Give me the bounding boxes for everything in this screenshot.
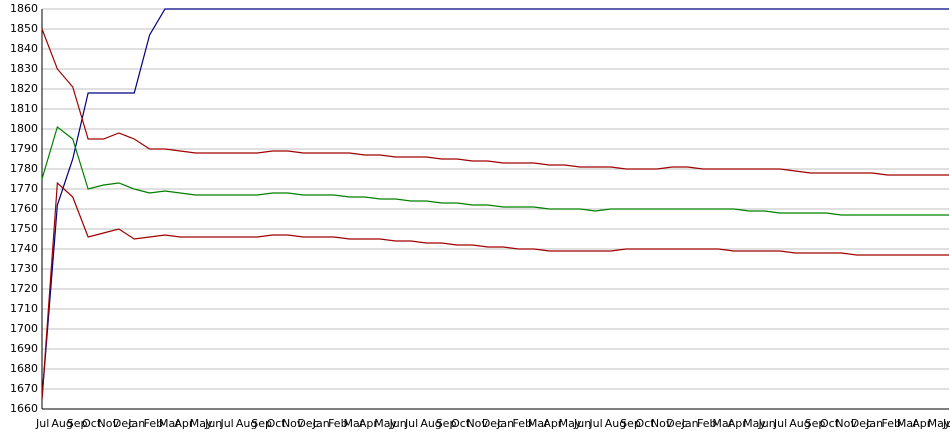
x-tick-label: Sep xyxy=(251,417,272,430)
x-tick-label: Dec xyxy=(482,417,503,430)
x-tick-label: Aug xyxy=(789,417,810,430)
y-tick-label: 1820 xyxy=(10,82,38,95)
x-tick-label: Oct xyxy=(451,417,471,430)
x-tick-label: Dec xyxy=(113,417,134,430)
x-tick-label: Dec xyxy=(851,417,872,430)
x-tick-label: Feb xyxy=(328,417,347,430)
x-tick-label: Apr xyxy=(543,417,563,430)
x-tick-label: Apr xyxy=(728,417,748,430)
y-tick-label: 1840 xyxy=(10,42,38,55)
x-tick-label: Sep xyxy=(620,417,641,430)
x-tick-label: Jun xyxy=(389,417,407,430)
x-tick-label: Apr xyxy=(359,417,379,430)
x-tick-label: Jul xyxy=(588,417,602,430)
x-tick-label: May xyxy=(374,417,397,430)
y-tick-label: 1860 xyxy=(10,2,38,15)
x-tick-label: Mar xyxy=(712,417,733,430)
x-tick-label: Nov xyxy=(466,417,488,430)
y-tick-label: 1720 xyxy=(10,282,38,295)
x-tick-label: Jul xyxy=(219,417,233,430)
x-tick-label: Aug xyxy=(605,417,626,430)
x-tick-label: Dec xyxy=(666,417,687,430)
x-tick-label: Jul xyxy=(35,417,49,430)
x-tick-label: Jun xyxy=(573,417,591,430)
x-tick-label: Nov xyxy=(835,417,857,430)
x-tick-label: Jul xyxy=(773,417,787,430)
x-tick-label: Oct xyxy=(636,417,656,430)
y-tick-label: 1660 xyxy=(10,402,38,415)
y-tick-label: 1800 xyxy=(10,122,38,135)
y-tick-label: 1760 xyxy=(10,202,38,215)
y-tick-label: 1850 xyxy=(10,22,38,35)
x-tick-label: Mar xyxy=(159,417,180,430)
x-tick-label: Aug xyxy=(51,417,72,430)
x-tick-label: Jan xyxy=(496,417,514,430)
x-tick-label: Jun xyxy=(758,417,776,430)
y-tick-label: 1710 xyxy=(10,302,38,315)
x-tick-label: Apr xyxy=(912,417,932,430)
x-tick-label: Nov xyxy=(97,417,119,430)
series-line xyxy=(41,8,949,400)
x-tick-label: Feb xyxy=(513,417,532,430)
y-tick-label: 1750 xyxy=(10,222,38,235)
x-tick-label: Jul xyxy=(404,417,418,430)
y-tick-label: 1670 xyxy=(10,382,38,395)
series-line xyxy=(41,125,949,216)
x-tick-label: Sep xyxy=(436,417,457,430)
y-tick-label: 1700 xyxy=(10,322,38,335)
x-tick-label: Nov xyxy=(651,417,673,430)
x-tick-label: Aug xyxy=(236,417,257,430)
x-tick-label: Jan xyxy=(127,417,145,430)
y-tick-label: 1680 xyxy=(10,362,38,375)
x-tick-label: Jan xyxy=(312,417,330,430)
x-tick-label: May xyxy=(190,417,213,430)
x-tick-label: Feb xyxy=(882,417,901,430)
x-tick-label: Sep xyxy=(67,417,88,430)
x-tick-label: May xyxy=(559,417,582,430)
y-tick-label: 1730 xyxy=(10,262,38,275)
x-tick-label: Nov xyxy=(282,417,304,430)
x-tick-label: May xyxy=(743,417,766,430)
x-tick-label: Feb xyxy=(144,417,163,430)
x-tick-label: May xyxy=(928,417,950,430)
x-tick-label: Oct xyxy=(820,417,840,430)
y-tick-label: 1780 xyxy=(10,162,38,175)
y-tick-label: 1790 xyxy=(10,142,38,155)
x-tick-label: Mar xyxy=(528,417,549,430)
series-line xyxy=(41,181,949,400)
x-tick-label: Jun xyxy=(204,417,222,430)
x-tick-label: Sep xyxy=(805,417,826,430)
x-tick-label: Jan xyxy=(865,417,883,430)
y-tick-label: 1830 xyxy=(10,62,38,75)
x-tick-label: Jun xyxy=(942,417,950,430)
x-tick-label: Oct xyxy=(267,417,287,430)
x-tick-label: Mar xyxy=(343,417,364,430)
x-tick-label: Feb xyxy=(697,417,716,430)
x-tick-label: Aug xyxy=(420,417,441,430)
x-tick-label: Mar xyxy=(897,417,918,430)
y-tick-label: 1770 xyxy=(10,182,38,195)
x-tick-label: Apr xyxy=(174,417,194,430)
y-tick-label: 1810 xyxy=(10,102,38,115)
series-line xyxy=(41,28,949,176)
y-tick-label: 1740 xyxy=(10,242,38,255)
y-tick-label: 1690 xyxy=(10,342,38,355)
x-tick-label: Jan xyxy=(681,417,699,430)
x-tick-label: Oct xyxy=(82,417,102,430)
x-tick-label: Dec xyxy=(297,417,318,430)
